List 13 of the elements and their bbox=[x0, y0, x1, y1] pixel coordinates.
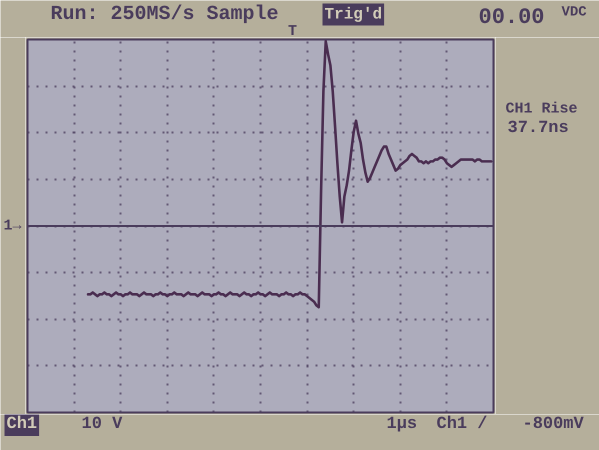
text: 1µs bbox=[386, 415, 418, 434]
text: Trig'd bbox=[324, 6, 382, 24]
text: Run: 250MS/s Sample bbox=[50, 3, 279, 26]
text: VDC bbox=[562, 4, 588, 20]
text: -800mV bbox=[522, 415, 585, 434]
text: Ch1 / bbox=[436, 415, 488, 434]
text: CH1 Rise bbox=[506, 100, 578, 118]
text: 00.00 bbox=[478, 5, 545, 30]
text: Ch1 bbox=[6, 415, 38, 434]
text: 37.7ns bbox=[508, 119, 569, 138]
text: 10 V bbox=[82, 415, 124, 434]
ref-line-label: 1→ bbox=[4, 218, 22, 234]
text: T bbox=[288, 23, 298, 40]
